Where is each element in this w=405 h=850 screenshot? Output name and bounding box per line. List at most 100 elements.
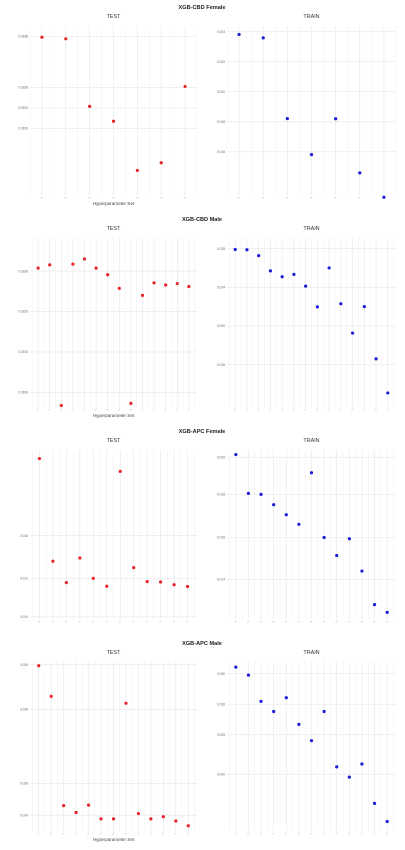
grid (30, 450, 197, 619)
y-tick-label: 0.020 (217, 772, 225, 776)
x-tick-mark (83, 408, 86, 411)
data-point (234, 452, 238, 457)
y-tick-label: 0.0324 (18, 106, 28, 110)
data-point (40, 35, 44, 39)
x-axis-label: Hyperparameter Set (93, 201, 135, 206)
data-point (124, 701, 128, 705)
x-tick-mark (315, 408, 319, 411)
x-tick-mark (99, 832, 102, 835)
x-tick-mark (106, 408, 109, 411)
x-tick-mark (135, 196, 139, 199)
y-tick-label: 0.026 (20, 782, 28, 786)
data-point (322, 709, 326, 714)
x-tick-mark (385, 620, 388, 623)
data-point (327, 266, 331, 270)
x-tick-mark (132, 620, 135, 623)
data-point (71, 262, 75, 266)
data-point (259, 492, 263, 496)
x-tick-mark (360, 832, 363, 835)
y-tick-label: 0.0328 (18, 86, 28, 90)
x-tick-mark (374, 408, 377, 411)
data-point (82, 257, 87, 261)
x-tick-mark (284, 620, 288, 623)
data-point (135, 168, 139, 173)
panel-left: TEST 0.0330 0.0320 0.0310 0.0300 Hyperparamet… (18, 226, 197, 418)
data-point (187, 284, 191, 289)
data-point (111, 817, 116, 821)
data-point (234, 665, 238, 669)
data-point (309, 471, 314, 475)
chart-block-4: XGB-APC Male TEST 0.030 0.028 0.026 0.024 Hype… (20, 641, 396, 842)
data-point (347, 775, 351, 779)
data-point (362, 305, 366, 309)
data-point (385, 819, 389, 824)
data-point (315, 305, 319, 309)
x-tick-mark (310, 832, 313, 835)
data-point (233, 247, 237, 252)
x-tick-mark (237, 196, 240, 199)
data-point (183, 84, 187, 89)
chart-title: XGB-APC Female (179, 429, 226, 435)
x-tick-mark (137, 832, 140, 835)
data-point (261, 36, 265, 40)
x-axis-label: Hyperparameter Set (93, 837, 135, 842)
data-point (161, 815, 165, 819)
data-point (297, 522, 301, 526)
y-tick-label: 0.025 (217, 733, 225, 737)
x-tick-mark (280, 408, 283, 411)
x-tick-mark (36, 408, 39, 411)
y-tick-label: 0.0338 (18, 34, 28, 38)
panel-title: TEST (107, 226, 121, 232)
data-point (304, 284, 308, 288)
data-point (136, 811, 141, 816)
x-tick-mark (351, 408, 354, 411)
x-tick-mark (297, 832, 300, 835)
y-tick-label: 0.020 (217, 90, 225, 94)
data-point (129, 401, 133, 405)
data-point (309, 739, 314, 743)
data-point (149, 817, 153, 821)
x-tick-mark (62, 832, 65, 835)
data-point (285, 116, 289, 121)
y-tick-label: 0.016 (217, 363, 225, 367)
data-point (159, 161, 163, 165)
data-point (185, 584, 190, 589)
x-tick-mark (358, 196, 361, 199)
x-tick-mark (159, 196, 162, 199)
y-tick-label: 0.016 (217, 536, 225, 540)
x-tick-mark (284, 832, 288, 835)
data-point (272, 709, 276, 714)
data-point (186, 824, 190, 828)
grid (227, 450, 396, 619)
x-tick-mark (118, 620, 122, 623)
x-tick-mark (310, 196, 313, 199)
x-tick-mark (124, 832, 127, 835)
data-point (372, 801, 377, 805)
data-point (94, 266, 98, 270)
x-tick-mark (347, 832, 351, 835)
data-point (335, 765, 339, 769)
x-tick-mark (247, 620, 250, 623)
data-point (51, 559, 55, 563)
y-tick-label: 0.0320 (18, 127, 28, 131)
panel-left: TEST 0.016 0.012 0.010 (20, 438, 197, 623)
data-point (334, 117, 338, 121)
x-tick-mark (322, 620, 325, 623)
x-tick-mark (91, 620, 95, 623)
chart-title: XGB-CBD Male (182, 217, 222, 223)
y-tick-label: 0.024 (20, 813, 28, 817)
data-point (118, 469, 122, 473)
data-point (259, 699, 263, 703)
data-point (272, 503, 276, 507)
data-point (37, 456, 42, 461)
data-point (111, 119, 116, 123)
x-tick-mark (149, 832, 152, 835)
data-point (74, 810, 78, 815)
data-point (374, 357, 378, 361)
x-tick-mark (272, 620, 275, 623)
x-tick-mark (257, 408, 260, 411)
y-tick-label: 0.022 (217, 60, 225, 64)
data-point (309, 153, 314, 157)
data-point (284, 696, 288, 700)
